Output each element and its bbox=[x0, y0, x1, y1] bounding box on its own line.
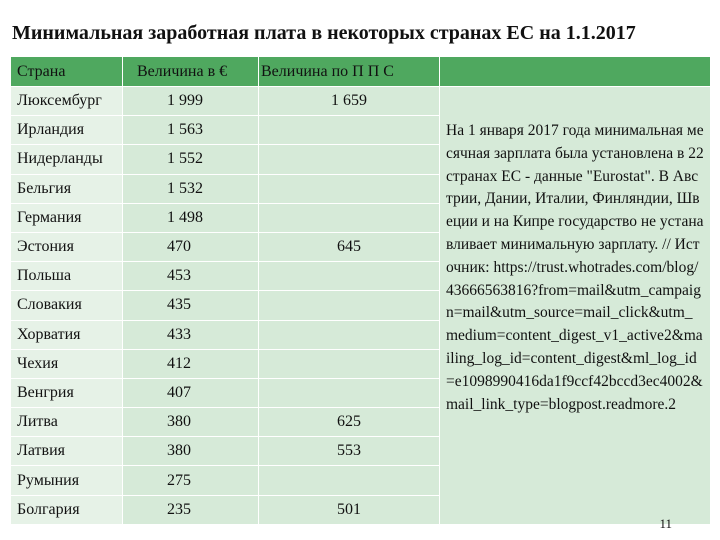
table-row: Ирландия 1 563 bbox=[10, 115, 711, 146]
table-row: Люксембург 1 999 1 659 На 1 января 2017 год… bbox=[10, 85, 711, 525]
header-note bbox=[439, 56, 711, 87]
value-ppp-cell bbox=[258, 144, 440, 175]
value-eur-cell: 1 563 bbox=[122, 115, 259, 146]
value-ppp-cell bbox=[258, 173, 440, 204]
country-cell: Бельгия bbox=[10, 173, 123, 204]
value-eur-cell: 380 bbox=[122, 436, 259, 467]
value-ppp-cell: 625 bbox=[258, 407, 440, 438]
slide-title: Минимальная заработная плата в некоторых… bbox=[12, 22, 636, 44]
country-cell: Люксембург bbox=[10, 85, 123, 117]
table-header-row: Страна Величина в € Величина по П П С bbox=[10, 56, 711, 87]
value-ppp-cell bbox=[258, 202, 440, 233]
value-eur-cell: 470 bbox=[122, 231, 259, 263]
value-eur-cell: 1 552 bbox=[122, 144, 259, 175]
value-eur-cell: 235 bbox=[122, 494, 259, 525]
table-row: Германия 1 498 bbox=[10, 202, 711, 233]
value-ppp-cell: 1 659 bbox=[258, 85, 440, 117]
table-row: Нидерланды 1 552 bbox=[10, 144, 711, 175]
value-ppp-cell bbox=[258, 261, 440, 292]
value-eur-cell: 433 bbox=[122, 319, 259, 350]
table-row: Венгрия 407 bbox=[10, 377, 711, 409]
country-cell: Латвия bbox=[10, 436, 123, 467]
table-row: Бельгия 1 532 bbox=[10, 173, 711, 204]
value-ppp-cell bbox=[258, 115, 440, 146]
country-cell: Болгария bbox=[10, 494, 123, 525]
value-eur-cell: 1 532 bbox=[122, 173, 259, 204]
header-value-ppp: Величина по П П С bbox=[258, 56, 440, 87]
note-cell: На 1 января 2017 года минимальная месячн… bbox=[439, 86, 711, 525]
table-row: Хорватия 433 bbox=[10, 319, 711, 350]
value-eur-cell: 412 bbox=[122, 348, 259, 379]
table-row: Литва 380 625 bbox=[10, 407, 711, 438]
value-ppp-cell bbox=[258, 348, 440, 379]
value-ppp-cell bbox=[258, 290, 440, 321]
table-row: Болгария 235 501 bbox=[10, 494, 711, 525]
page-number: 11 bbox=[659, 516, 672, 531]
value-eur-cell: 453 bbox=[122, 261, 259, 292]
header-country: Страна bbox=[10, 56, 123, 87]
value-eur-cell: 380 bbox=[122, 407, 259, 438]
country-cell: Польша bbox=[10, 261, 123, 292]
country-cell: Германия bbox=[10, 202, 123, 233]
value-ppp-cell bbox=[258, 465, 440, 496]
value-eur-cell: 1 999 bbox=[122, 85, 259, 117]
value-ppp-cell bbox=[258, 377, 440, 409]
table-row: Румыния 275 bbox=[10, 465, 711, 496]
table-row: Польша 453 bbox=[10, 261, 711, 292]
note-text: На 1 января 2017 года минимальная месячн… bbox=[446, 122, 704, 413]
table-row: Словакия 435 bbox=[10, 290, 711, 321]
table-row: Чехия 412 bbox=[10, 348, 711, 379]
value-ppp-cell: 553 bbox=[258, 436, 440, 467]
value-ppp-cell: 645 bbox=[258, 231, 440, 263]
country-cell: Словакия bbox=[10, 290, 123, 321]
country-cell: Румыния bbox=[10, 465, 123, 496]
value-ppp-cell: 501 bbox=[258, 494, 440, 525]
country-cell: Ирландия bbox=[10, 115, 123, 146]
country-cell: Литва bbox=[10, 407, 123, 438]
country-cell: Нидерланды bbox=[10, 144, 123, 175]
country-cell: Хорватия bbox=[10, 319, 123, 350]
value-eur-cell: 407 bbox=[122, 377, 259, 409]
country-cell: Чехия bbox=[10, 348, 123, 379]
value-eur-cell: 1 498 bbox=[122, 202, 259, 233]
country-cell: Венгрия bbox=[10, 377, 123, 409]
value-ppp-cell bbox=[258, 319, 440, 350]
minimum-wage-table: Страна Величина в € Величина по П П С Лю… bbox=[10, 56, 711, 525]
country-cell: Эстония bbox=[10, 231, 123, 263]
header-value-eur: Величина в € bbox=[122, 56, 259, 87]
value-eur-cell: 275 bbox=[122, 465, 259, 496]
table-row: Латвия 380 553 bbox=[10, 436, 711, 467]
value-eur-cell: 435 bbox=[122, 290, 259, 321]
